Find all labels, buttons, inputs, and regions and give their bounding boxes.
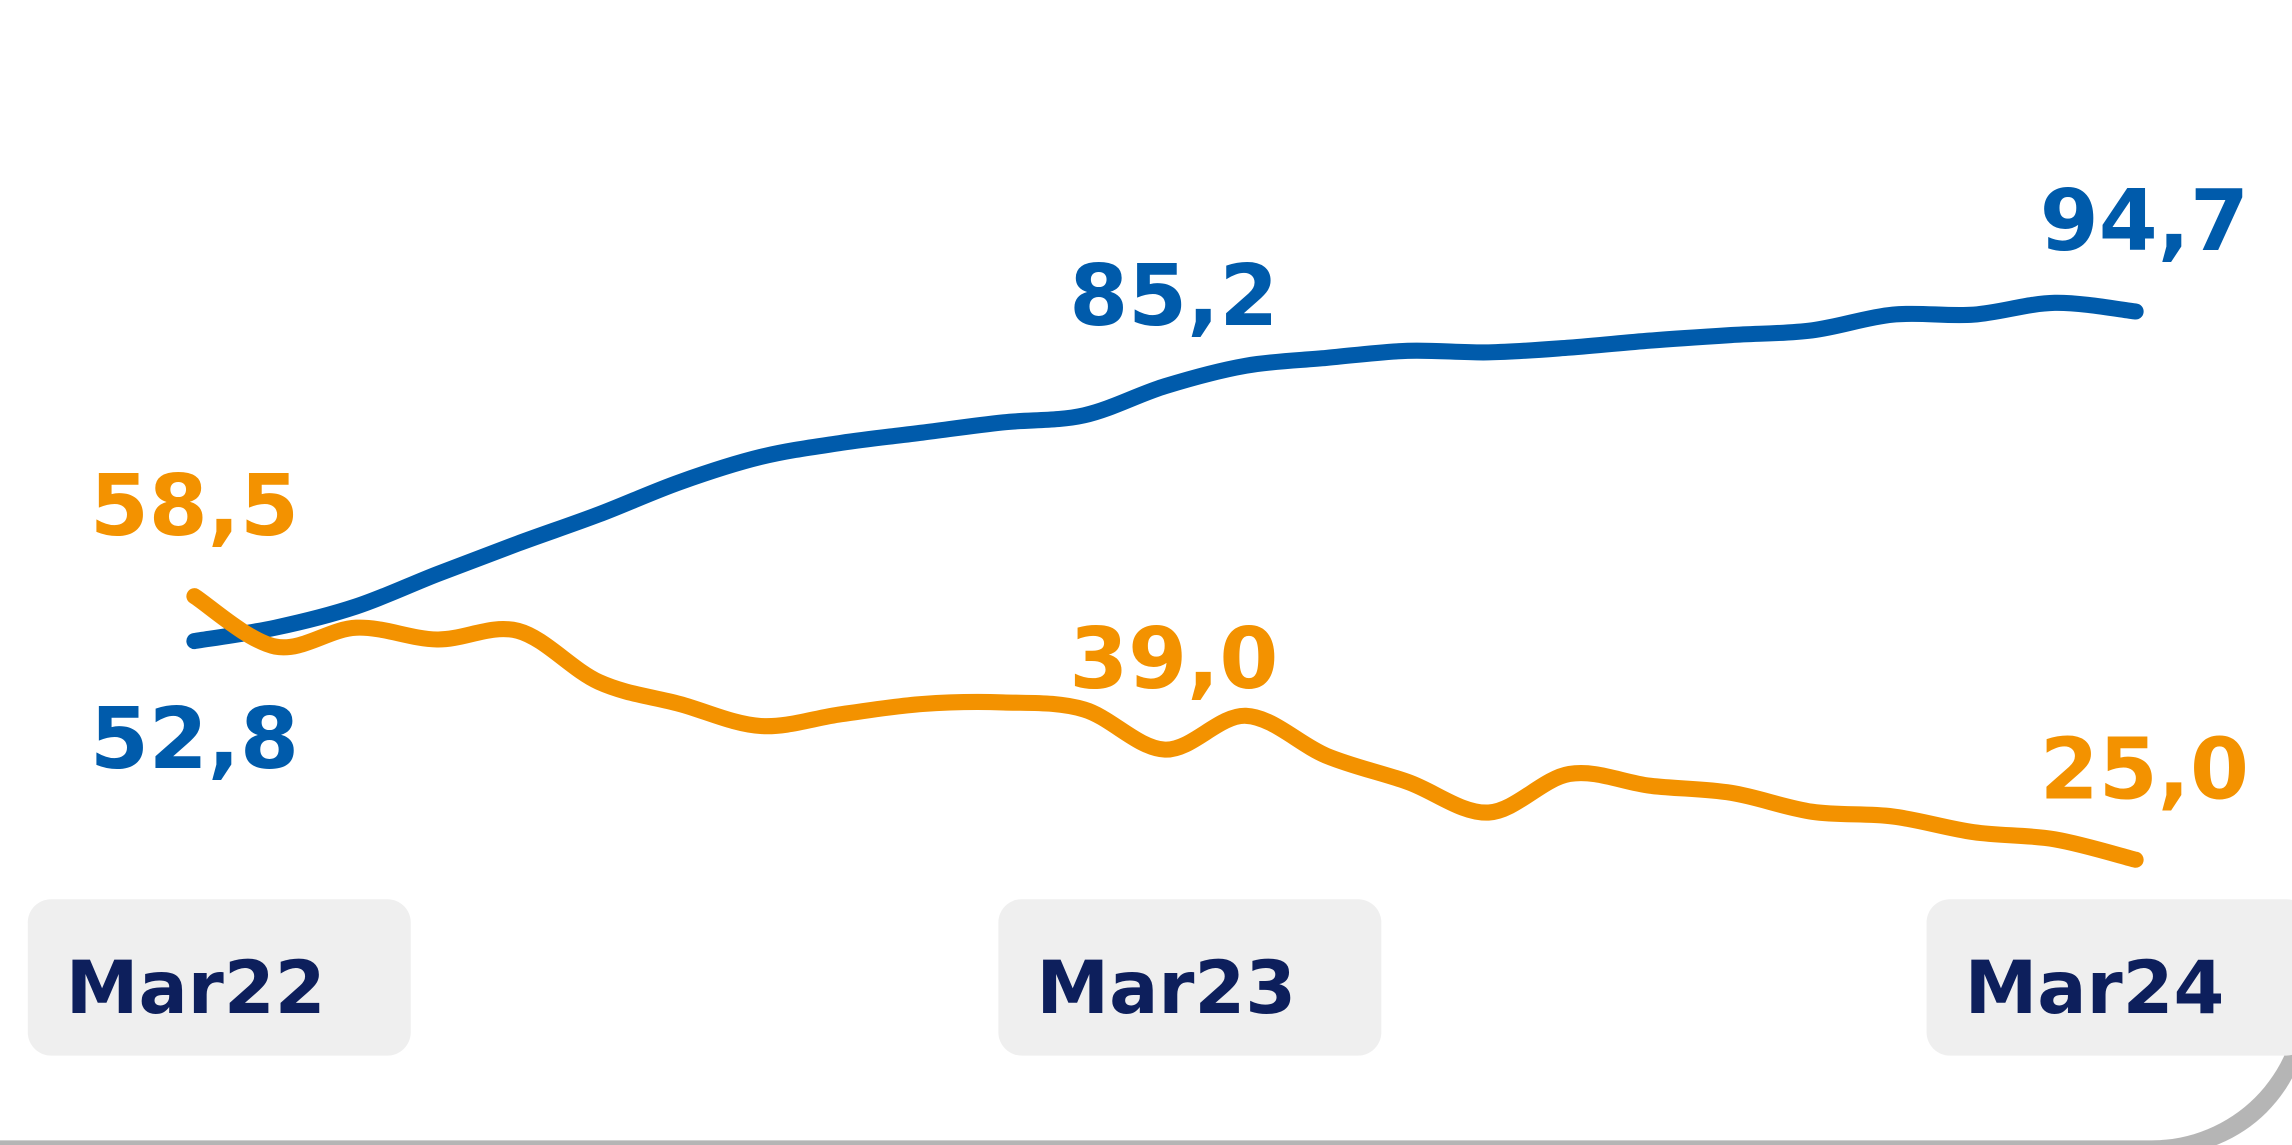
category-box	[27, 899, 411, 1056]
data-label: 58,5	[90, 456, 299, 555]
category-box	[1926, 899, 2292, 1056]
data-label: 39,0	[1069, 609, 1278, 708]
series-line	[186, 294, 2144, 650]
data-label: 94,7	[2040, 171, 2249, 270]
data-label: 25,0	[2040, 719, 2249, 818]
category-box	[998, 899, 1382, 1056]
series-line	[186, 588, 2144, 868]
data-label: 85,2	[1069, 246, 1278, 345]
data-label: 52,8	[90, 689, 299, 788]
x-tick-label: Mar24	[1965, 946, 2225, 1031]
x-tick-label: Mar23	[1036, 946, 1296, 1031]
x-tick-label: Mar22	[66, 946, 326, 1031]
